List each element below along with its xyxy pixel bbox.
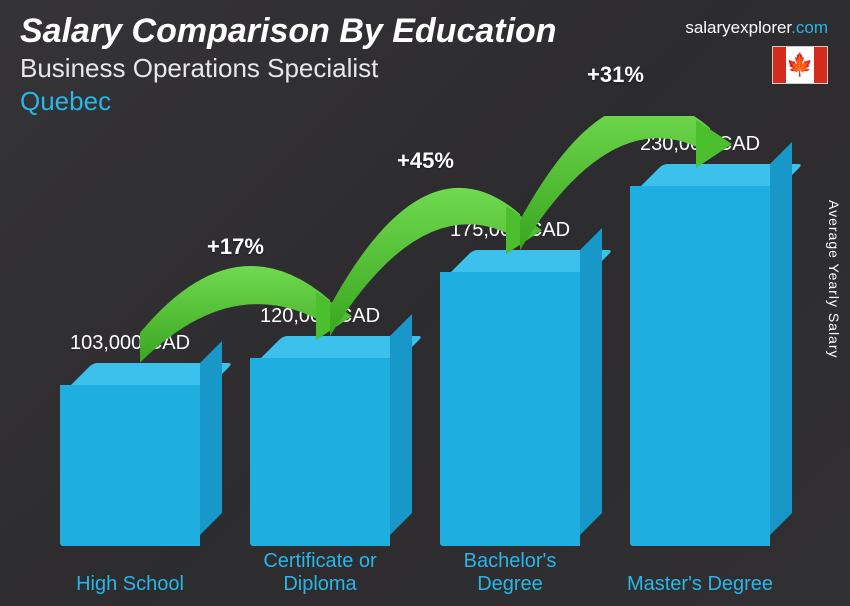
branding-text: salaryexplorer.com <box>685 18 828 38</box>
bar <box>60 363 200 546</box>
bar-group: 103,000 CADHigh School <box>50 332 210 546</box>
bar-chart: 103,000 CADHigh School120,000 CADCertifi… <box>40 116 800 596</box>
bar <box>440 250 580 546</box>
branding-main: salaryexplorer <box>685 18 791 37</box>
branding-domain: .com <box>791 18 828 37</box>
flag-band-right <box>814 47 827 83</box>
bar-category-label: Certificate or Diploma <box>240 550 400 596</box>
flag-icon: 🍁 <box>772 46 828 84</box>
bar-side-face <box>390 314 412 535</box>
bar-value-label: 230,000 CAD <box>620 133 780 156</box>
bar-group: 175,000 CADBachelor's Degree <box>430 219 590 546</box>
bar <box>630 164 770 546</box>
arc-percent-label: +31% <box>587 62 644 88</box>
bar-category-label: Bachelor's Degree <box>430 550 590 596</box>
arc-percent-label: +45% <box>397 148 454 174</box>
bar-group: 120,000 CADCertificate or Diploma <box>240 305 400 546</box>
bar-side-face <box>770 142 792 535</box>
bar <box>250 336 390 546</box>
bar-value-label: 103,000 CAD <box>50 332 210 355</box>
page-region: Quebec <box>20 86 830 117</box>
arc-percent-label: +17% <box>207 234 264 260</box>
bar-side-face <box>580 228 602 535</box>
y-axis-label: Average Yearly Salary <box>826 200 842 359</box>
bar-value-label: 120,000 CAD <box>240 305 400 328</box>
bar-value-label: 175,000 CAD <box>430 219 590 242</box>
bar-front-face <box>440 272 580 546</box>
bar-category-label: High School <box>50 573 210 596</box>
bar-category-label: Master's Degree <box>620 573 780 596</box>
bar-front-face <box>60 385 200 546</box>
flag-band-left <box>773 47 786 83</box>
flag-center: 🍁 <box>786 47 813 83</box>
page-subtitle: Business Operations Specialist <box>20 53 830 84</box>
bar-group: 230,000 CADMaster's Degree <box>620 133 780 546</box>
bar-front-face <box>630 186 770 546</box>
maple-leaf-icon: 🍁 <box>786 54 813 76</box>
bar-side-face <box>200 341 222 535</box>
bar-front-face <box>250 358 390 546</box>
